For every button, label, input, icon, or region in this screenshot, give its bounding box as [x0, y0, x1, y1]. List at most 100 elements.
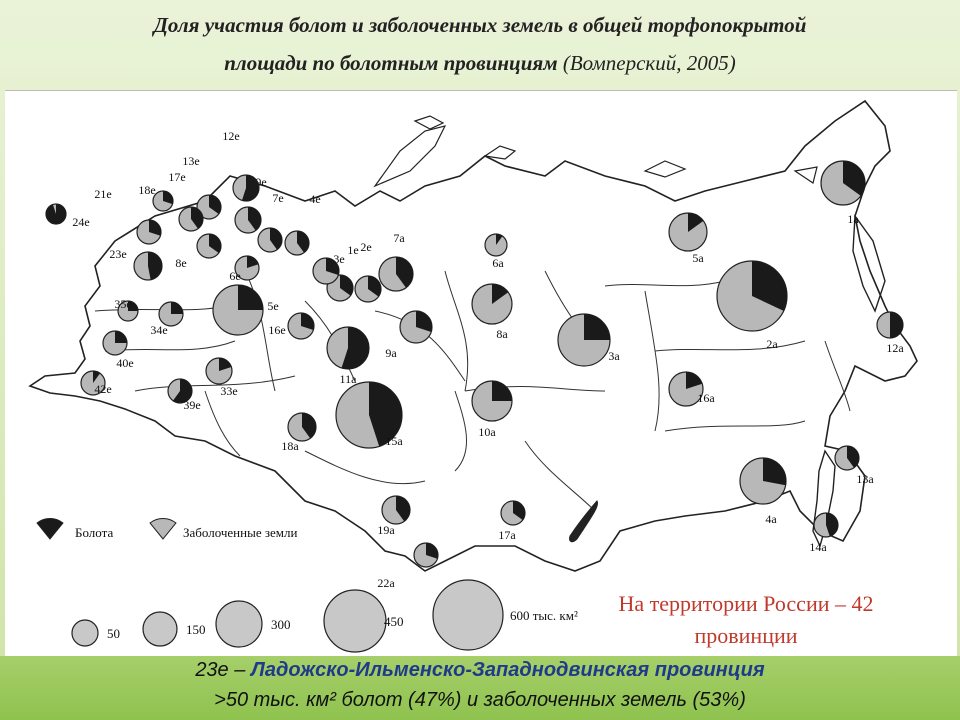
legend-wetland-label: Заболоченные земли [183, 525, 297, 540]
footer-line1: 23е – Ладожско-Ильменско-Западнодвинская… [0, 657, 960, 683]
province-pie-39e: 39e [167, 378, 201, 412]
province-label-21e: 21e [94, 187, 111, 201]
province-label-42e: 42e [94, 382, 111, 396]
title-source: (Вомперский, 2005) [562, 51, 736, 75]
province-label-6a: 6a [492, 256, 504, 270]
province-pie-5a: 5a [668, 212, 708, 265]
province-pie-2e: 2e [354, 240, 382, 303]
province-pie-2a: 2a [716, 260, 788, 351]
province-label-13e: 13e [182, 154, 199, 168]
province-pie-24e: 24e [45, 203, 90, 229]
province-label-40e: 40e [116, 356, 133, 370]
footer-province-name: Ладожско-Ильменско-Западнодвинская прови… [250, 659, 765, 681]
province-pie-13e: 13e [182, 154, 222, 220]
footer-band [0, 656, 960, 720]
province-label-23e: 23e [109, 247, 126, 261]
province-pie-17e: 17e [168, 170, 204, 232]
footer-line2: >50 тыс. км² болот (47%) и заболоченных … [214, 689, 746, 711]
province-pie-3a: 3a [557, 313, 620, 367]
province-boundaries [94, 270, 851, 512]
province-label-34e: 34e [150, 323, 167, 337]
legend-size-circle [71, 619, 99, 647]
province-pie-22a: 22a [377, 542, 439, 590]
province-pie-40e: 40e [102, 330, 134, 370]
province-pie-13a: 13a [834, 445, 874, 486]
kamchatka-outline [852, 213, 886, 313]
legend-size-label: 450 [384, 614, 404, 629]
province-pie-7e: 7e [257, 191, 284, 253]
legend-size-circle [432, 579, 504, 651]
province-pie-18a: 18a [281, 412, 317, 453]
province-pie-17a: 17a [498, 500, 526, 542]
province-pie-18e: 18e [136, 183, 162, 245]
province-pie-5e: 5e [212, 284, 279, 336]
province-label-12a: 12a [886, 341, 904, 355]
province-label-24e: 24e [72, 215, 89, 229]
province-pie-15a: 15a [335, 381, 403, 449]
map-panel: 1a 2a 3a 4a 5a 6a 7a 8a 9a 10a 11a 12a 13a 14a 15a 16a 1… [5, 90, 957, 658]
province-label-9a: 9a [385, 346, 397, 360]
province-pie-35e: 35e [114, 297, 139, 322]
province-label-8e: 8e [175, 256, 186, 270]
province-label-9e: 9e [255, 175, 266, 189]
province-label-18e: 18e [138, 183, 155, 197]
province-label-33e: 33e [220, 384, 237, 398]
province-label-16a: 16a [697, 391, 715, 405]
province-pie-10a: 10a [471, 380, 513, 439]
province-label-2a: 2a [766, 337, 778, 351]
legend-size-label: 50 [107, 626, 120, 641]
footer-code: 23е – [195, 659, 246, 681]
province-pie-8e: 8e [175, 233, 222, 270]
province-label-8a: 8a [496, 327, 508, 341]
slide-title: Доля участия болот и заболоченных земель… [0, 6, 960, 82]
province-label-19a: 19a [377, 523, 395, 537]
province-pie-16a: 16a [668, 371, 715, 407]
province-label-15a: 15a [385, 434, 403, 448]
province-label-17a: 17a [498, 528, 516, 542]
province-pie-6e: 6e [229, 255, 260, 283]
province-pie-3e: 3e [312, 252, 345, 285]
province-pie-34e: 34e [150, 301, 184, 337]
legend-size-label: 300 [271, 617, 291, 632]
legend-bog-label: Болота [75, 525, 113, 540]
title-line2-bold: площади по болотным провинциям [224, 51, 558, 75]
province-label-3a: 3a [608, 349, 620, 363]
legend-size-circle [142, 611, 178, 647]
province-label-7a: 7a [393, 231, 405, 245]
province-label-11a: 11a [340, 372, 358, 386]
islands [373, 115, 818, 188]
title-line1: Доля участия болот и заболоченных земель… [153, 13, 807, 37]
province-pie-42e: 42e [80, 370, 112, 396]
legend-size-label: 150 [186, 622, 206, 637]
map-legend: Болота Заболоченные земли 50 150 300 450 600 т… [36, 517, 578, 653]
province-label-5a: 5a [692, 251, 704, 265]
province-pie-23e: 23e [109, 247, 163, 281]
province-label-12e: 12e [222, 129, 239, 143]
province-pie-16e: 16e [268, 312, 315, 340]
legend-size-circle [215, 600, 263, 648]
province-label-13a: 13a [856, 472, 874, 486]
province-pie-11a: 11a [326, 326, 370, 386]
province-label-6e: 6e [229, 269, 240, 283]
province-label-1a: 1a [847, 212, 859, 226]
province-label-1e: 1e [347, 243, 358, 257]
province-pie-12e: 12e [222, 129, 260, 202]
province-pie-4e: 4e [284, 192, 321, 256]
province-pie-4a: 4a [739, 457, 787, 526]
legend-wetland-symbol [149, 517, 177, 540]
province-label-2e: 2e [360, 240, 371, 254]
province-label-10a: 10a [478, 425, 496, 439]
province-label-4e: 4e [309, 192, 320, 206]
province-pie-33e: 33e [205, 357, 238, 398]
province-pie-9a: 9a [385, 310, 433, 360]
province-pie-8a: 8a [471, 283, 513, 341]
provinces-count-note: На территории России – 42 провинции [618, 591, 874, 648]
province-pie-19a: 19a [377, 495, 411, 537]
province-pie-14a: 14a [809, 512, 839, 554]
province-label-39e: 39e [183, 398, 200, 412]
province-pie-7a: 7a [378, 231, 414, 292]
legend-bog-symbol [36, 517, 64, 540]
province-label-16e: 16e [268, 323, 285, 337]
province-label-22a: 22a [377, 576, 395, 590]
